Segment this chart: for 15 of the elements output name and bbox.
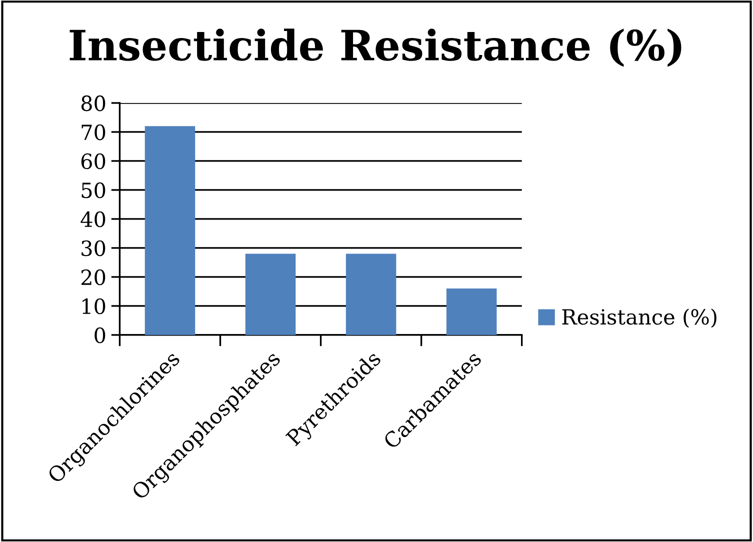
y-tick-label: 40 xyxy=(80,211,106,228)
y-tick-label: 70 xyxy=(82,124,106,140)
y-tick-label: 50 xyxy=(82,182,106,198)
y-tick-label: 0 xyxy=(94,327,106,344)
y-tick-label: 20 xyxy=(81,269,106,286)
y-tick-label: 60 xyxy=(81,153,106,170)
y-tick-label: 10 xyxy=(82,298,106,314)
bar xyxy=(245,254,296,335)
bar xyxy=(346,254,396,335)
legend-label: Resistance (%) xyxy=(562,308,716,328)
y-tick-label: 30 xyxy=(82,240,106,256)
chart-title: Insecticide Resistance (%) xyxy=(70,28,682,67)
bar xyxy=(144,126,196,335)
y-tick-label: 80 xyxy=(81,95,106,112)
bar xyxy=(446,288,497,335)
